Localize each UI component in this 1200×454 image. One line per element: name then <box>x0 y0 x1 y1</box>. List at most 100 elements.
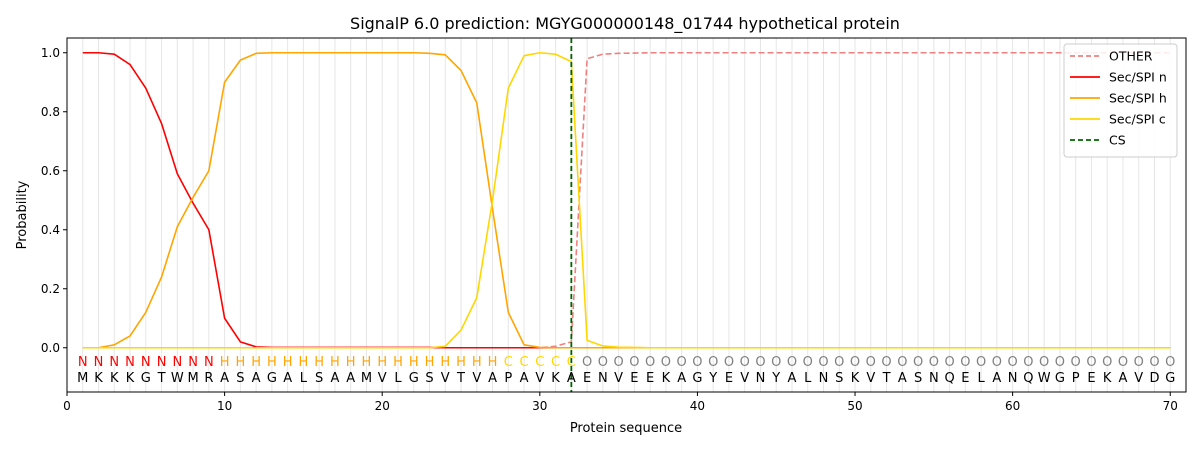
residue-label: L <box>300 371 308 386</box>
residue-label: E <box>646 371 654 386</box>
x-tick-label: 20 <box>375 399 390 413</box>
region-label: O <box>771 355 781 370</box>
residue-label: V <box>866 371 875 386</box>
residue-label: A <box>330 371 339 386</box>
residue-label: S <box>914 371 922 386</box>
region-label: N <box>109 355 119 370</box>
region-label: H <box>377 355 387 370</box>
region-label: O <box>724 355 734 370</box>
region-label: O <box>881 355 891 370</box>
y-tick-label: 0.4 <box>41 223 60 237</box>
residue-label: V <box>378 371 387 386</box>
residue-label: E <box>1087 371 1095 386</box>
residue-label: G <box>1165 371 1175 386</box>
residue-label: Q <box>944 371 954 386</box>
region-label: O <box>1023 355 1033 370</box>
region-label: O <box>1039 355 1049 370</box>
residue-label: K <box>1103 371 1112 386</box>
residue-label: A <box>1119 371 1128 386</box>
x-axis: 0 10 20 30 40 50 60 70 <box>63 392 1178 413</box>
region-label: O <box>992 355 1002 370</box>
region-label: N <box>188 355 198 370</box>
residue-label: Q <box>1023 371 1033 386</box>
residue-label: R <box>204 371 213 386</box>
residue-label: K <box>851 371 860 386</box>
residue-label: N <box>819 371 829 386</box>
region-label: O <box>1102 355 1112 370</box>
region-label: O <box>614 355 624 370</box>
residue-label: N <box>756 371 766 386</box>
region-label: N <box>172 355 182 370</box>
region-label: O <box>677 355 687 370</box>
residue-label: K <box>94 371 103 386</box>
region-label: O <box>803 355 813 370</box>
region-label: O <box>1086 355 1096 370</box>
y-tick-label: 0.0 <box>41 341 60 355</box>
series-layer <box>82 51 1171 349</box>
y-axis-label: Probability <box>15 180 30 249</box>
y-axis: 0.0 0.2 0.4 0.6 0.8 1.0 <box>41 46 67 355</box>
residue-label: Y <box>771 371 780 386</box>
residue-label: V <box>472 371 481 386</box>
residue-label: A <box>220 371 229 386</box>
residue-label: G <box>267 371 277 386</box>
x-tick-label: 60 <box>1005 399 1020 413</box>
residue-label: A <box>283 371 292 386</box>
region-label: O <box>1149 355 1159 370</box>
x-tick-label: 40 <box>690 399 705 413</box>
region-label: O <box>866 355 876 370</box>
region-label: C <box>504 355 513 370</box>
residue-label: G <box>141 371 151 386</box>
region-label: O <box>755 355 765 370</box>
x-tick-label: 0 <box>63 399 71 413</box>
region-label: H <box>220 355 230 370</box>
residue-label: S <box>425 371 433 386</box>
residue-label: S <box>315 371 323 386</box>
region-label: H <box>267 355 277 370</box>
region-label: C <box>551 355 560 370</box>
residue-label: S <box>236 371 244 386</box>
region-label: O <box>740 355 750 370</box>
region-label: O <box>897 355 907 370</box>
region-label: O <box>1008 355 1018 370</box>
region-label: O <box>1055 355 1065 370</box>
residue-label: A <box>567 371 576 386</box>
region-label: C <box>520 355 529 370</box>
residue-label: K <box>662 371 671 386</box>
region-label: O <box>1118 355 1128 370</box>
residue-label: W <box>1038 371 1051 386</box>
region-label: H <box>409 355 419 370</box>
region-label: H <box>251 355 261 370</box>
residue-label: S <box>835 371 843 386</box>
residue-label: M <box>77 371 88 386</box>
residue-label: D <box>1149 371 1159 386</box>
legend-label: Sec/SPI n <box>1109 70 1167 85</box>
series-line-other <box>82 51 1171 349</box>
region-label: H <box>456 355 466 370</box>
region-label: C <box>567 355 576 370</box>
region-label: N <box>141 355 151 370</box>
residue-label: V <box>614 371 623 386</box>
residue-label: A <box>788 371 797 386</box>
region-label: H <box>314 355 324 370</box>
residue-label: E <box>583 371 591 386</box>
residue-label: M <box>361 371 372 386</box>
residue-label: E <box>961 371 969 386</box>
residue-label: V <box>535 371 544 386</box>
region-label: O <box>944 355 954 370</box>
residue-label: G <box>1055 371 1065 386</box>
residue-label: A <box>898 371 907 386</box>
region-label: O <box>598 355 608 370</box>
x-axis-label: Protein sequence <box>570 421 682 436</box>
region-label: O <box>1165 355 1175 370</box>
residue-label: T <box>456 371 465 386</box>
residue-label: A <box>992 371 1001 386</box>
residue-label: K <box>126 371 135 386</box>
region-label: O <box>1134 355 1144 370</box>
region-label: O <box>1071 355 1081 370</box>
residue-label: A <box>488 371 497 386</box>
residue-label: N <box>598 371 608 386</box>
